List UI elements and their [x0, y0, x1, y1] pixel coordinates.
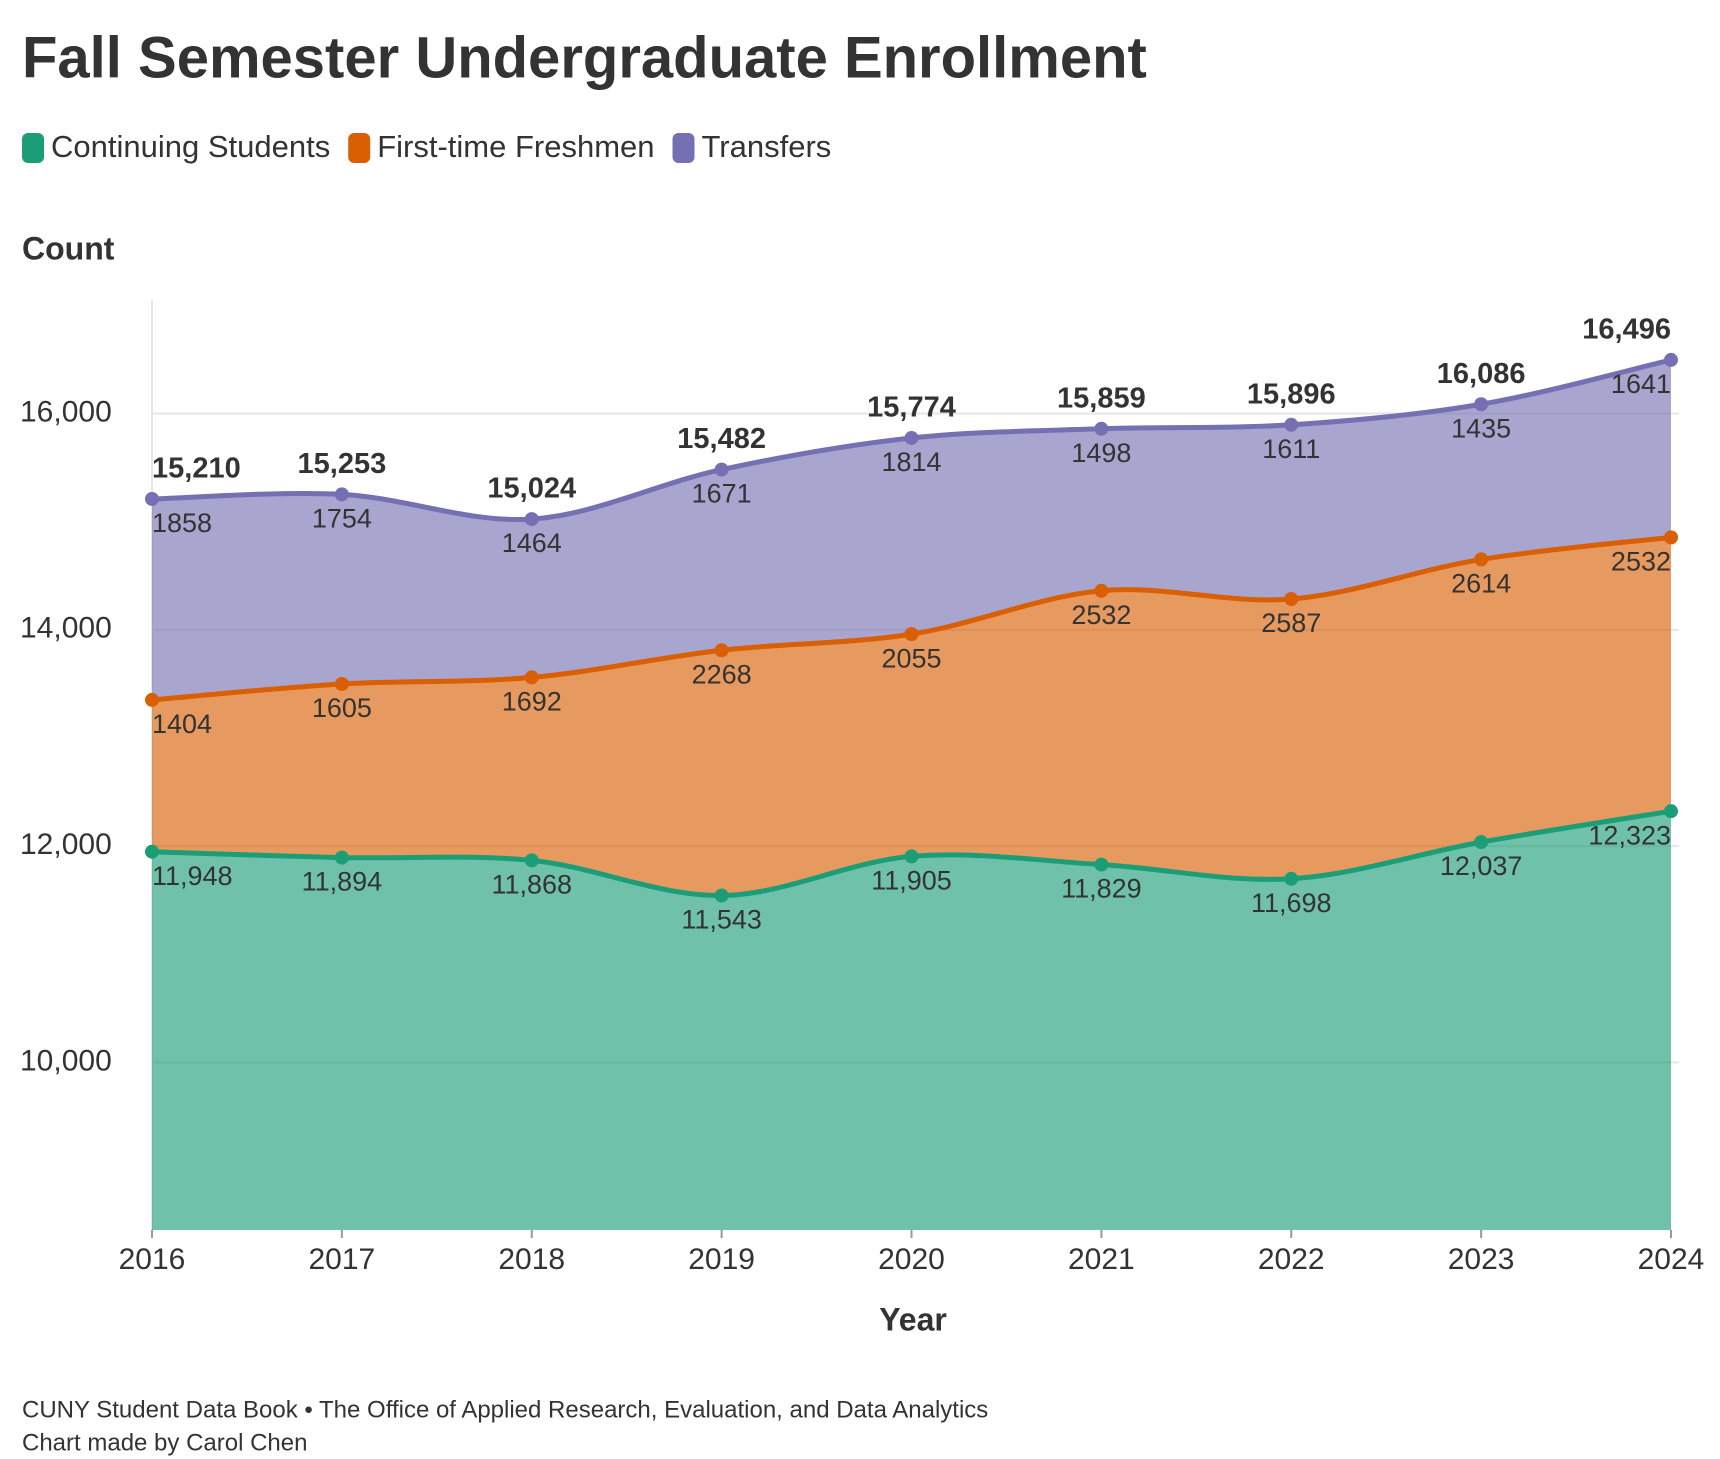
value-label: 2614	[1451, 569, 1511, 599]
value-label: 2587	[1261, 608, 1321, 638]
legend-swatch	[22, 133, 44, 163]
value-label: 11,868	[491, 870, 572, 900]
point	[904, 849, 919, 864]
value-label: 12,323	[1588, 820, 1671, 850]
x-tick-label: 2022	[1258, 1243, 1325, 1276]
total-point	[334, 487, 349, 502]
x-tick-label: 2023	[1448, 1243, 1515, 1276]
total-label: 16,086	[1437, 358, 1526, 390]
total-label: 15,859	[1057, 382, 1146, 414]
value-label: 11,829	[1061, 874, 1142, 904]
y-axis-label: Count	[22, 230, 115, 266]
value-label: 11,905	[871, 866, 952, 896]
credit-note: Chart made by Carol Chen	[22, 1429, 307, 1456]
value-label: 1754	[312, 503, 372, 533]
total-point	[904, 430, 919, 445]
point	[1094, 857, 1109, 872]
area	[152, 811, 1671, 1230]
point	[145, 692, 159, 707]
value-label: 1641	[1611, 369, 1671, 399]
value-label: 11,543	[681, 905, 762, 935]
point	[145, 844, 159, 859]
x-tick-label: 2019	[688, 1243, 755, 1276]
legend-swatch	[348, 133, 371, 163]
x-tick-label: 2024	[1638, 1243, 1705, 1276]
value-label: 1814	[881, 447, 941, 477]
point	[1474, 552, 1489, 567]
value-label: 11,894	[302, 867, 383, 897]
value-label: 12,037	[1440, 851, 1523, 881]
total-label: 16,496	[1582, 314, 1671, 346]
total-label: 15,482	[677, 423, 766, 455]
x-tick-label: 2021	[1068, 1243, 1135, 1276]
total-point	[714, 462, 729, 477]
total-point	[1284, 417, 1299, 432]
point	[1284, 871, 1299, 886]
x-tick-label: 2020	[878, 1243, 945, 1276]
value-label: 11,948	[152, 861, 233, 891]
value-label: 2055	[881, 643, 941, 673]
point	[334, 677, 349, 692]
point	[524, 670, 539, 685]
y-tick-label: 16,000	[20, 395, 112, 428]
area	[152, 359, 1671, 700]
point	[1094, 583, 1109, 598]
y-tick-label: 12,000	[20, 828, 112, 861]
y-tick-label: 10,000	[20, 1044, 112, 1077]
x-tick-label: 2018	[498, 1243, 565, 1276]
legend-label: Continuing Students	[51, 129, 330, 164]
area	[152, 537, 1671, 896]
value-label: 1435	[1451, 413, 1511, 443]
point	[1664, 530, 1678, 545]
total-label: 15,774	[867, 392, 956, 424]
source-note: CUNY Student Data Book • The Office of A…	[22, 1396, 988, 1423]
value-label: 2268	[692, 659, 752, 689]
x-axis-label: Year	[879, 1301, 947, 1337]
point	[1664, 804, 1678, 819]
legend-label: First-time Freshmen	[377, 129, 654, 164]
x-tick-label: 2017	[309, 1243, 376, 1276]
legend-swatch	[672, 133, 695, 163]
total-point	[1664, 352, 1678, 367]
value-label: 2532	[1071, 600, 1131, 630]
value-label: 1692	[502, 687, 562, 717]
y-tick-label: 14,000	[20, 612, 112, 645]
point	[904, 627, 919, 642]
x-tick-label: 2016	[119, 1243, 186, 1276]
chart-title: Fall Semester Undergraduate Enrollment	[22, 25, 1147, 90]
total-point	[524, 512, 539, 527]
value-label: 1611	[1262, 434, 1320, 464]
point	[714, 643, 729, 658]
point	[1284, 592, 1299, 607]
value-label: 11,698	[1251, 888, 1332, 918]
value-label: 1858	[152, 508, 212, 538]
value-label: 2532	[1611, 546, 1671, 576]
value-label: 1605	[312, 693, 372, 723]
point	[1474, 835, 1489, 850]
total-label: 15,210	[152, 453, 241, 485]
point	[524, 853, 539, 868]
total-point	[1094, 421, 1109, 436]
value-label: 1464	[502, 528, 562, 558]
point	[334, 850, 349, 865]
point	[714, 888, 729, 903]
legend-label: Transfers	[702, 129, 832, 164]
total-point	[145, 491, 159, 506]
total-label: 15,024	[487, 473, 576, 505]
total-label: 15,253	[298, 448, 387, 480]
total-point	[1474, 397, 1489, 412]
value-label: 1671	[692, 479, 752, 509]
total-label: 15,896	[1247, 378, 1336, 410]
value-label: 1404	[152, 709, 212, 739]
value-label: 1498	[1071, 438, 1131, 468]
